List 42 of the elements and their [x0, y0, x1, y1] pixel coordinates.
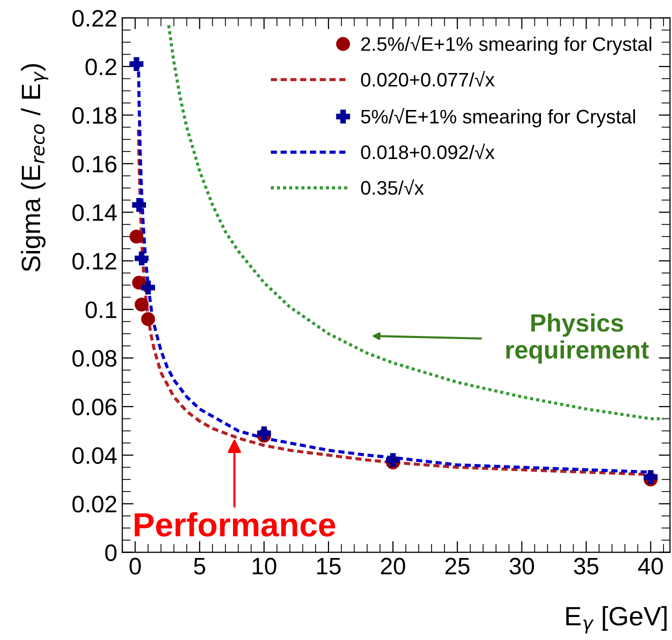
point: [130, 230, 144, 244]
y-tick-label: 0.14: [72, 204, 117, 222]
point: [134, 251, 149, 266]
y-tick-label: 0.22: [72, 10, 116, 27]
x-tick-label: 0: [130, 558, 141, 575]
x-tick-label: 35: [574, 558, 598, 575]
line-series: [167, 24, 666, 420]
point: [257, 426, 271, 440]
y-tick-label: 0.08: [72, 350, 116, 367]
point: [644, 470, 658, 484]
y-tick-label: 0.12: [72, 252, 116, 270]
point: [386, 453, 400, 467]
point: [141, 312, 156, 326]
x-axis-title: E$_{γ}$ [GeV]: [566, 606, 667, 634]
annotation: Physics requirement: [506, 313, 649, 364]
y-tick-label: 0.04: [72, 447, 117, 464]
y-tick-label: 0.06: [72, 398, 116, 416]
point: [132, 198, 146, 212]
y-tick-label: 0.18: [72, 107, 116, 124]
point: [141, 280, 156, 294]
x-tick-label: 5: [194, 558, 206, 575]
y-tick-label: 0.16: [72, 156, 116, 172]
x-tick-label: 10: [252, 558, 276, 575]
x-tick-label: 25: [445, 558, 470, 575]
x-tick-label: 30: [510, 558, 534, 575]
x-tick-label: 20: [380, 558, 406, 575]
point: [132, 276, 146, 290]
x-tick-label: 40: [638, 558, 663, 575]
legend-label: 5%/√E+1% smearing for Crystal: [361, 108, 635, 128]
y-tick-label: 0.02: [72, 496, 116, 513]
legend-label: 0.018+0.092/√x: [361, 144, 495, 160]
legend-label: 0.020+0.077/√x: [361, 71, 495, 87]
x-tick-label: 15: [317, 558, 341, 575]
legend-label: 0.35/√x: [361, 179, 424, 195]
y-axis-title: Sigma (E$_{reco}$ / E$_{γ}$): [20, 64, 48, 272]
y-tick-label: 0.2: [86, 58, 116, 76]
y-tick-label: 0.1: [86, 301, 116, 318]
point: [130, 57, 144, 72]
point: [134, 298, 149, 312]
legend-label: 2.5%/√E+1% smearing for Crystal: [361, 35, 652, 55]
annotation: Performance: [134, 512, 336, 537]
y-tick-label: 0: [105, 544, 117, 562]
